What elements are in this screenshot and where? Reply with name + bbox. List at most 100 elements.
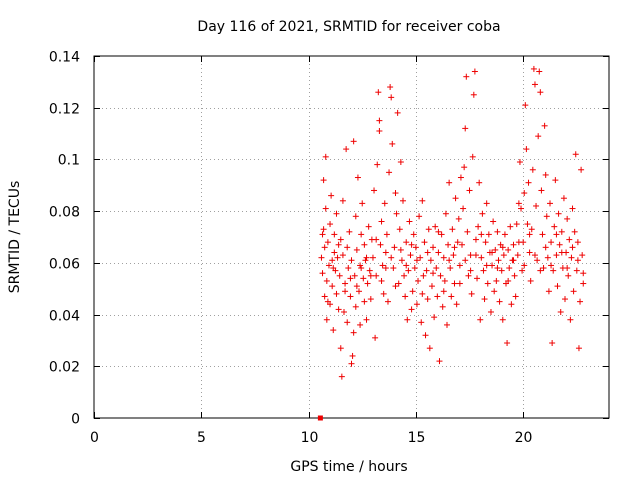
data-point bbox=[543, 213, 550, 220]
data-point bbox=[556, 241, 563, 248]
data-point bbox=[493, 277, 500, 284]
data-point bbox=[322, 153, 329, 160]
data-point bbox=[342, 288, 349, 295]
data-point bbox=[361, 298, 368, 305]
data-point bbox=[539, 231, 546, 238]
data-point bbox=[567, 316, 574, 323]
data-point bbox=[550, 267, 557, 274]
data-point bbox=[478, 231, 485, 238]
data-point bbox=[333, 210, 340, 217]
data-point bbox=[402, 293, 409, 300]
data-point bbox=[372, 334, 379, 341]
data-point bbox=[490, 218, 497, 225]
data-point bbox=[347, 275, 354, 282]
data-point bbox=[330, 265, 337, 272]
data-point bbox=[374, 161, 381, 168]
y-tick-labels: 0 0.02 0.04 0.06 0.08 0.1 0.12 0.14 bbox=[49, 50, 80, 428]
data-point bbox=[459, 241, 466, 248]
data-point bbox=[562, 296, 569, 303]
data-point bbox=[525, 179, 532, 186]
data-point bbox=[441, 277, 448, 284]
data-point bbox=[323, 277, 330, 284]
data-point bbox=[426, 345, 433, 352]
data-point bbox=[320, 226, 327, 233]
data-point bbox=[371, 187, 378, 194]
data-point bbox=[353, 283, 360, 290]
data-point bbox=[403, 262, 410, 269]
data-point bbox=[401, 272, 408, 279]
data-point bbox=[331, 249, 338, 256]
data-point bbox=[352, 303, 359, 310]
data-point bbox=[448, 293, 455, 300]
data-point bbox=[465, 272, 472, 279]
data-point bbox=[542, 171, 549, 178]
data-point bbox=[544, 254, 551, 261]
data-point bbox=[449, 226, 456, 233]
x-tick-label: 5 bbox=[197, 430, 206, 446]
data-point bbox=[319, 231, 326, 238]
data-point bbox=[513, 221, 520, 228]
data-point bbox=[406, 218, 413, 225]
data-point bbox=[564, 265, 571, 272]
data-point bbox=[454, 239, 461, 246]
data-point bbox=[573, 267, 580, 274]
data-point bbox=[364, 280, 371, 287]
data-point bbox=[320, 177, 327, 184]
data-point bbox=[531, 81, 538, 88]
data-point bbox=[552, 177, 559, 184]
data-point bbox=[361, 241, 368, 248]
data-point bbox=[359, 200, 366, 207]
data-point bbox=[438, 231, 445, 238]
data-point bbox=[378, 218, 385, 225]
data-point bbox=[504, 340, 511, 347]
data-point bbox=[392, 190, 399, 197]
data-point bbox=[530, 65, 537, 72]
data-point bbox=[360, 275, 367, 282]
data-point bbox=[367, 272, 374, 279]
data-point bbox=[476, 179, 483, 186]
data-point bbox=[489, 249, 496, 256]
data-point bbox=[467, 267, 474, 274]
data-point bbox=[500, 252, 507, 259]
data-point bbox=[427, 257, 434, 264]
data-point bbox=[548, 262, 555, 269]
data-point bbox=[329, 257, 336, 264]
data-point bbox=[499, 316, 506, 323]
data-point bbox=[553, 231, 560, 238]
data-point bbox=[479, 210, 486, 217]
data-point bbox=[344, 319, 351, 326]
data-point bbox=[569, 244, 576, 251]
data-point bbox=[485, 231, 492, 238]
data-point bbox=[541, 122, 548, 129]
data-point bbox=[580, 270, 587, 277]
data-point bbox=[555, 210, 562, 217]
data-point bbox=[323, 316, 330, 323]
data-point bbox=[524, 221, 531, 228]
data-point bbox=[558, 228, 565, 235]
data-point bbox=[558, 249, 565, 256]
data-point bbox=[340, 308, 347, 315]
data-point bbox=[505, 246, 512, 253]
data-point bbox=[496, 298, 503, 305]
data-point bbox=[460, 205, 467, 212]
data-point bbox=[506, 265, 513, 272]
data-point bbox=[537, 267, 544, 274]
data-point bbox=[575, 345, 582, 352]
data-point bbox=[508, 301, 515, 308]
data-point bbox=[386, 169, 393, 176]
data-point bbox=[560, 195, 567, 202]
x-tick-label: 20 bbox=[515, 430, 533, 446]
data-point bbox=[464, 228, 471, 235]
data-point bbox=[470, 91, 477, 98]
data-point bbox=[422, 332, 429, 339]
data-point bbox=[350, 329, 357, 336]
data-point bbox=[391, 244, 398, 251]
data-point bbox=[483, 262, 490, 269]
data-point bbox=[481, 296, 488, 303]
data-point bbox=[431, 314, 438, 321]
data-point bbox=[527, 277, 534, 284]
data-point bbox=[528, 226, 535, 233]
data-point bbox=[379, 262, 386, 269]
data-point bbox=[327, 221, 334, 228]
data-point bbox=[537, 89, 544, 96]
